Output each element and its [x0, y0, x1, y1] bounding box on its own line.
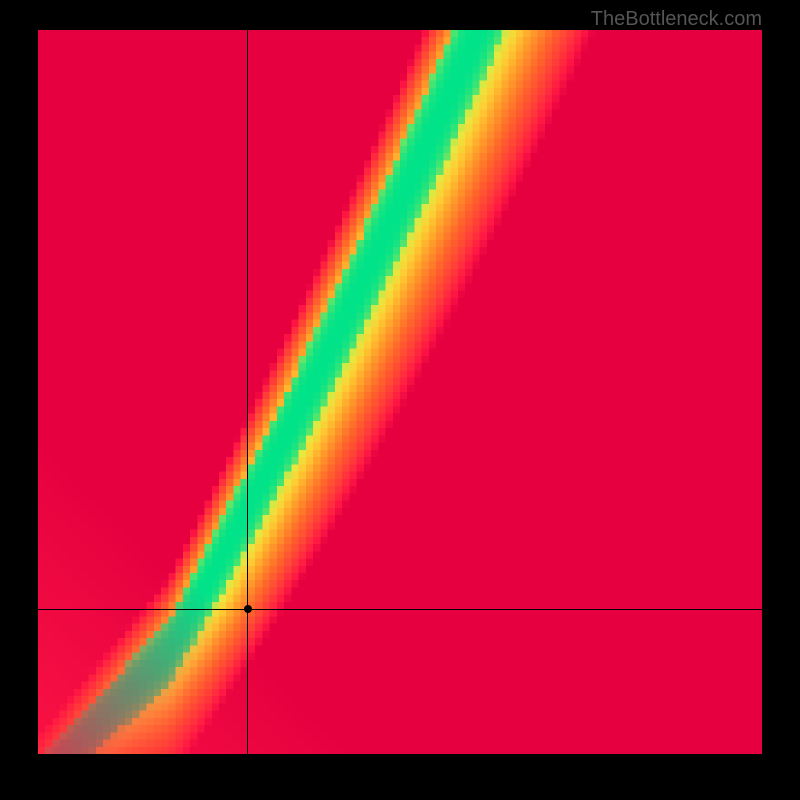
watermark-text: TheBottleneck.com: [591, 8, 762, 31]
crosshair-horizontal: [38, 609, 762, 610]
bottleneck-heatmap: [38, 30, 762, 754]
crosshair-vertical: [247, 30, 248, 754]
